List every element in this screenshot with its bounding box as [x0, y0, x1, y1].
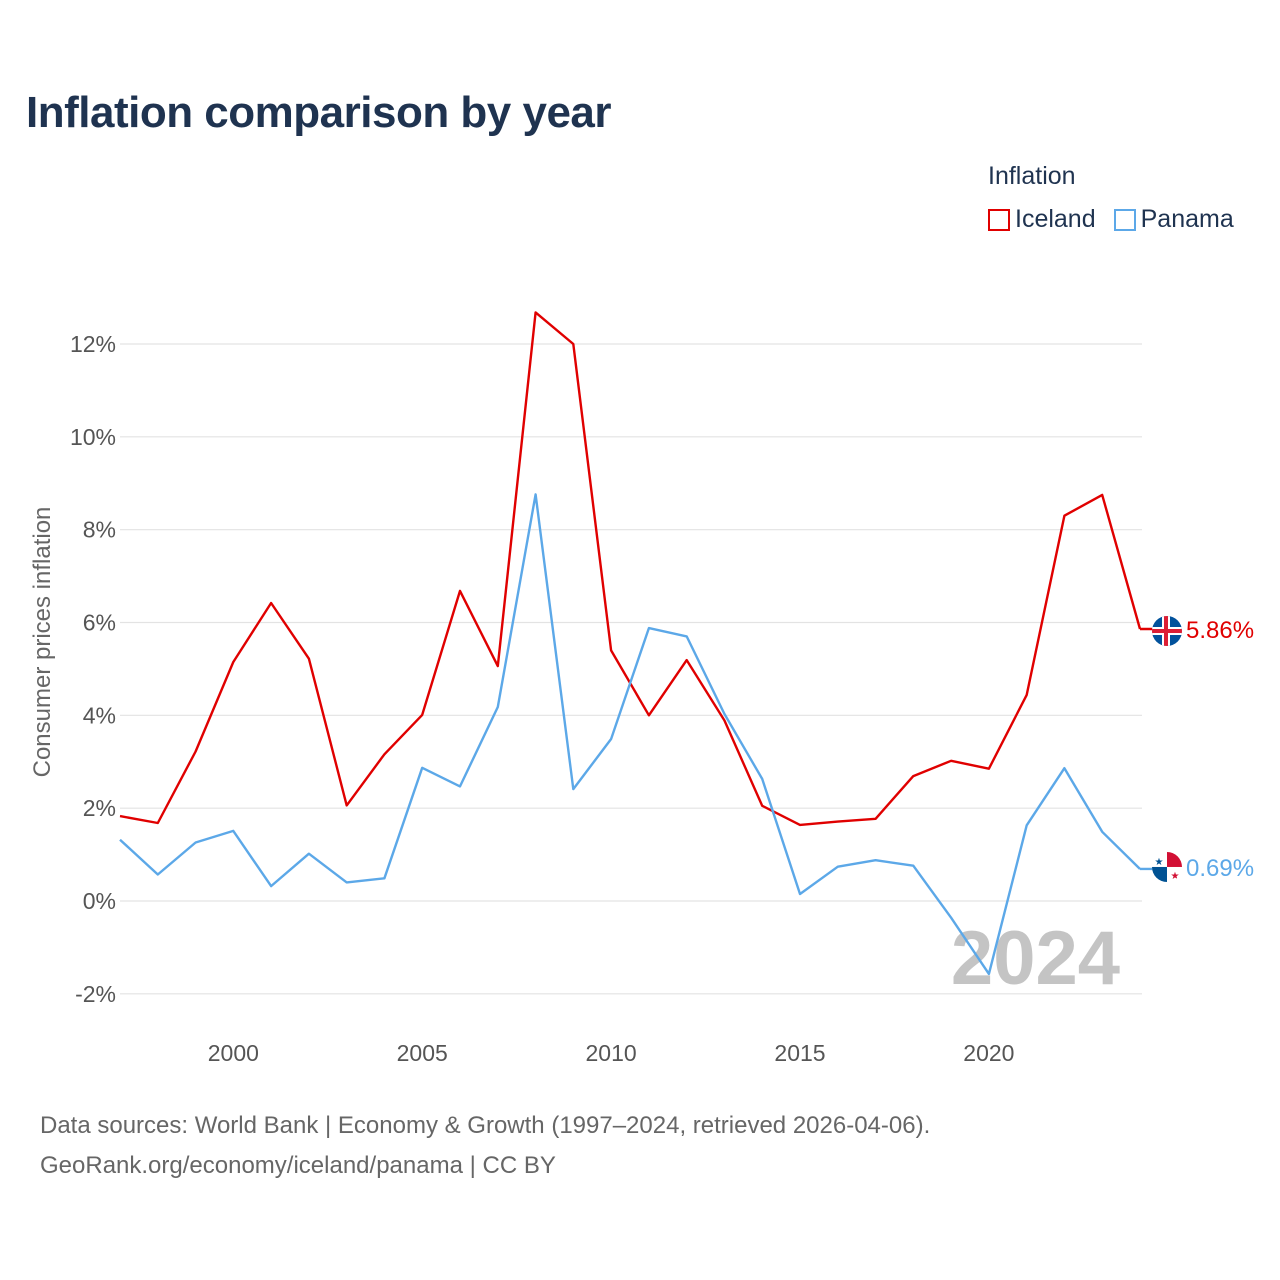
y-tick-label: 8%: [83, 517, 116, 543]
iceland-flag-body: [1152, 615, 1182, 646]
flag-blue-quarter: [1152, 866, 1167, 882]
panama-flag-body: ★★: [1152, 851, 1182, 882]
end-label-panama: 0.69%: [1186, 855, 1254, 882]
x-tick-label: 2010: [586, 1040, 637, 1066]
y-tick-label: 6%: [83, 610, 116, 636]
legend-title: Inflation: [988, 162, 1076, 190]
end-label-iceland: 5.86%: [1186, 617, 1254, 644]
flag-red-quarter: [1167, 851, 1182, 867]
legend-item-panama[interactable]: Panama: [1113, 205, 1234, 234]
y-tick-label: 0%: [83, 888, 116, 914]
panama-flag-icon: ★★: [1152, 851, 1182, 882]
x-tick-label: 2005: [397, 1040, 448, 1066]
x-tick-label: 2015: [774, 1040, 825, 1066]
y-tick-label: 12%: [70, 331, 116, 357]
series-line-iceland: [119, 311, 1142, 827]
flag-star-blue: ★: [1155, 857, 1164, 868]
x-tick-label: 2000: [208, 1040, 259, 1066]
source-line-1: Data sources: World Bank | Economy & Gro…: [40, 1112, 931, 1139]
flag-cross-v-red: [1164, 615, 1168, 646]
y-tick-label: 10%: [70, 424, 116, 450]
iceland-flag-icon: [1152, 615, 1182, 646]
flag-star-red: ★: [1171, 871, 1180, 882]
source-line-2[interactable]: GeoRank.org/economy/iceland/panama | CC …: [40, 1152, 556, 1179]
chart-title: Inflation comparison by year: [26, 88, 612, 137]
legend-swatch-panama: [1113, 208, 1136, 231]
legend-item-iceland[interactable]: Iceland: [988, 205, 1096, 234]
y-tick-label: 2%: [83, 795, 116, 821]
legend-label-iceland: Iceland: [1015, 205, 1096, 233]
y-axis-title: Consumer prices inflation: [29, 507, 56, 778]
source-note: Data sources: World Bank | Economy & Gro…: [40, 1106, 930, 1186]
legend-swatch-iceland: [988, 208, 1010, 231]
year-watermark: 2024: [951, 916, 1120, 1001]
x-tick-label: 2020: [963, 1040, 1014, 1066]
y-tick-label: 4%: [83, 702, 116, 728]
y-tick-label: -2%: [75, 981, 116, 1007]
legend-label-panama: Panama: [1140, 205, 1234, 233]
series-line-panama: [119, 493, 1141, 976]
legend: Inflation Iceland Panama: [988, 162, 1234, 234]
